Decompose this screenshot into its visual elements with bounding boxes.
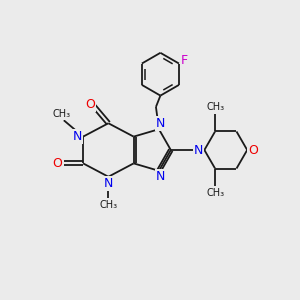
Text: N: N [104, 177, 113, 190]
Text: CH₃: CH₃ [206, 188, 224, 198]
Text: F: F [181, 54, 188, 67]
Text: N: N [156, 170, 165, 183]
Text: O: O [85, 98, 95, 111]
Text: CH₃: CH₃ [52, 109, 70, 119]
Text: CH₃: CH₃ [206, 102, 224, 112]
Text: N: N [194, 143, 203, 157]
Text: N: N [73, 130, 82, 143]
Text: O: O [52, 157, 62, 170]
Text: N: N [156, 117, 165, 130]
Text: O: O [248, 143, 258, 157]
Text: CH₃: CH₃ [99, 200, 118, 210]
